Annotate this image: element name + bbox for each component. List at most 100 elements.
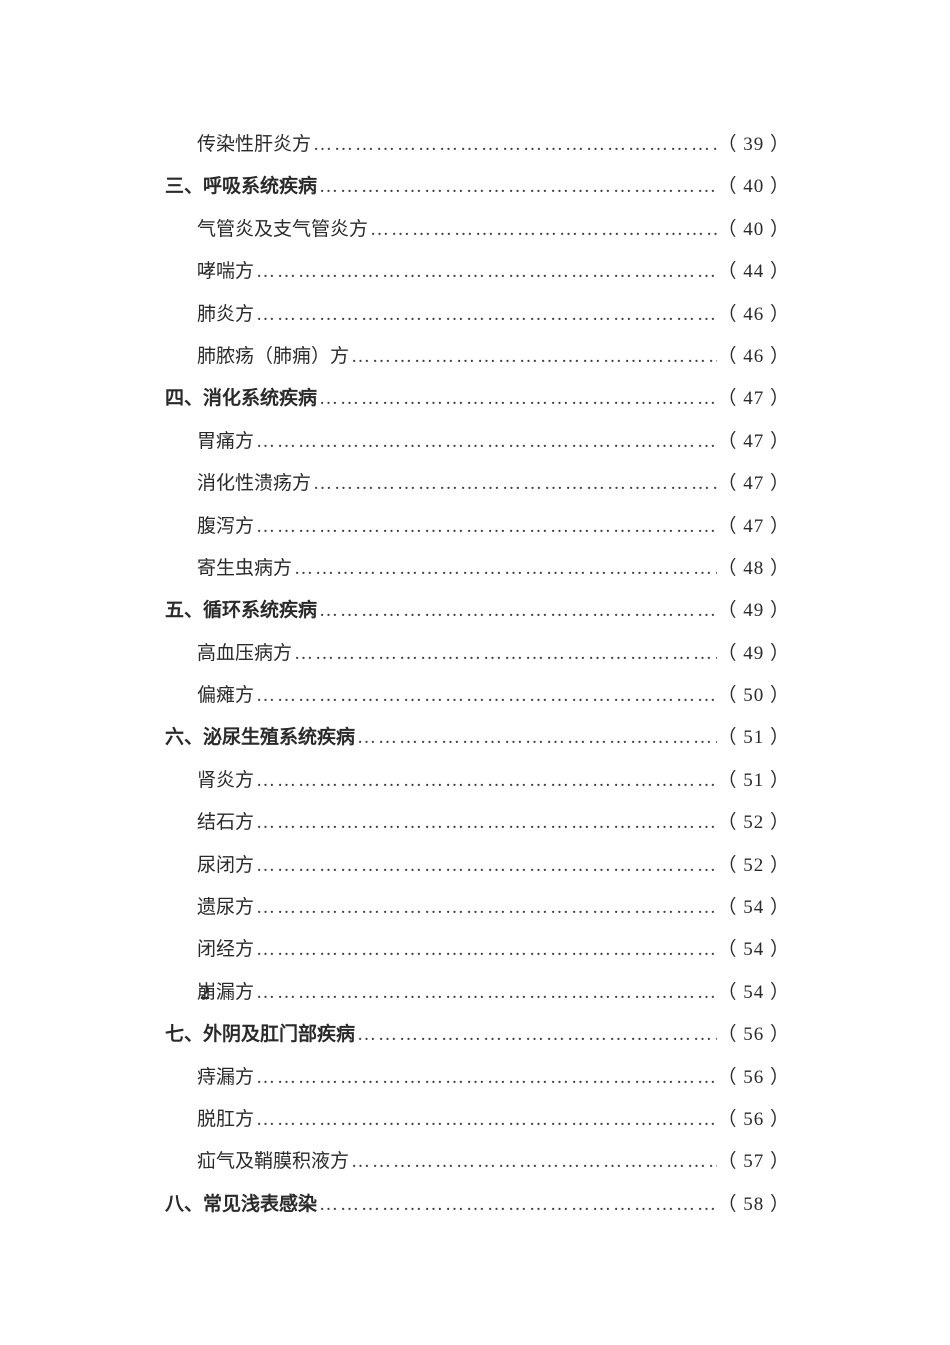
page-number: 2 [200,982,210,1005]
toc-entry: 结石方…………………………………………………………………………………………………… [165,808,790,838]
toc-entry: 遗尿方…………………………………………………………………………………………………… [165,893,790,923]
toc-entry: 肺脓疡（肺痈）方……………………………………………………………………………………… [165,342,790,372]
toc-entry: 六、泌尿生殖系统疾病………………………………………………………………………………… [165,723,790,753]
toc-dots: …………………………………………………………………………………………………………… [254,300,717,330]
toc-entry-page: （ 58 ） [717,1190,790,1220]
toc-entry-label: 疝气及鞘膜积液方 [197,1147,349,1177]
toc-entry-page: （ 56 ） [717,1020,790,1050]
toc-entry: 腹泻方…………………………………………………………………………………………………… [165,512,790,542]
toc-dots: …………………………………………………………………………………………………………… [254,1105,717,1135]
toc-entry-page: （ 49 ） [717,639,790,669]
toc-entry-page: （ 47 ） [717,469,790,499]
toc-entry: 疝气及鞘膜积液方……………………………………………………………………………………… [165,1147,790,1177]
toc-entry: 三、呼吸系统疾病……………………………………………………………………………………… [165,172,790,202]
toc-entry: 崩漏方…………………………………………………………………………………………………… [165,978,790,1008]
toc-entry: 哮喘方…………………………………………………………………………………………………… [165,257,790,287]
toc-entry: 四、消化系统疾病……………………………………………………………………………………… [165,384,790,414]
toc-entry-page: （ 47 ） [717,427,790,457]
toc-dots: …………………………………………………………………………………………………………… [355,723,717,753]
toc-entry-label: 六、泌尿生殖系统疾病 [165,723,355,753]
toc-dots: …………………………………………………………………………………………………………… [349,342,717,372]
toc-page: 传染性肝炎方…………………………………………………………………………………………… [0,0,950,1220]
toc-entry-label: 气管炎及支气管炎方 [197,215,368,245]
toc-entry-page: （ 44 ） [717,257,790,287]
toc-entry-page: （ 39 ） [717,130,790,160]
toc-entry-page: （ 47 ） [717,512,790,542]
toc-entry: 偏瘫方…………………………………………………………………………………………………… [165,681,790,711]
toc-entry-page: （ 52 ） [717,808,790,838]
toc-entry-page: （ 56 ） [717,1105,790,1135]
toc-entry-label: 痔漏方 [197,1063,254,1093]
toc-entry-label: 脱肛方 [197,1105,254,1135]
toc-entry-page: （ 47 ） [717,384,790,414]
toc-entry: 肺炎方…………………………………………………………………………………………………… [165,300,790,330]
toc-entry: 气管炎及支气管炎方…………………………………………………………………………………… [165,215,790,245]
toc-entry-page: （ 49 ） [717,596,790,626]
toc-entry-label: 肺炎方 [197,300,254,330]
toc-dots: …………………………………………………………………………………………………………… [254,893,717,923]
toc-dots: …………………………………………………………………………………………………………… [292,639,717,669]
toc-entry-page: （ 57 ） [717,1147,790,1177]
toc-dots: …………………………………………………………………………………………………………… [317,172,717,202]
toc-entry-label: 肺脓疡（肺痈）方 [197,342,349,372]
toc-dots: …………………………………………………………………………………………………………… [317,1190,717,1220]
toc-dots: …………………………………………………………………………………………………………… [368,215,717,245]
toc-dots: …………………………………………………………………………………………………………… [317,596,717,626]
toc-dots: …………………………………………………………………………………………………………… [292,554,717,584]
toc-entry-page: （ 40 ） [717,172,790,202]
toc-entry: 消化性溃疡方…………………………………………………………………………………………… [165,469,790,499]
toc-entry-page: （ 54 ） [717,978,790,1008]
toc-entry: 传染性肝炎方…………………………………………………………………………………………… [165,130,790,160]
toc-dots: …………………………………………………………………………………………………………… [317,384,717,414]
toc-entry: 痔漏方…………………………………………………………………………………………………… [165,1063,790,1093]
toc-entry-page: （ 52 ） [717,851,790,881]
toc-dots: …………………………………………………………………………………………………………… [311,469,717,499]
toc-dots: …………………………………………………………………………………………………………… [254,1063,717,1093]
toc-entry: 五、循环系统疾病……………………………………………………………………………………… [165,596,790,626]
toc-entry-label: 腹泻方 [197,512,254,542]
toc-dots: …………………………………………………………………………………………………………… [254,766,717,796]
toc-entry-page: （ 51 ） [717,766,790,796]
toc-entry: 闭经方…………………………………………………………………………………………………… [165,935,790,965]
toc-entry: 胃痛方…………………………………………………………………………………………………… [165,427,790,457]
toc-entry-label: 高血压病方 [197,639,292,669]
toc-entry: 肾炎方…………………………………………………………………………………………………… [165,766,790,796]
toc-dots: …………………………………………………………………………………………………………… [254,935,717,965]
toc-entry-label: 结石方 [197,808,254,838]
toc-entry: 尿闭方…………………………………………………………………………………………………… [165,851,790,881]
toc-dots: …………………………………………………………………………………………………………… [311,130,717,160]
toc-entry-label: 寄生虫病方 [197,554,292,584]
toc-dots: …………………………………………………………………………………………………………… [254,978,717,1008]
toc-entry-page: （ 50 ） [717,681,790,711]
toc-dots: …………………………………………………………………………………………………………… [254,808,717,838]
toc-entry-page: （ 56 ） [717,1063,790,1093]
toc-entry: 高血压病方……………………………………………………………………………………………… [165,639,790,669]
toc-entry-page: （ 48 ） [717,554,790,584]
toc-dots: …………………………………………………………………………………………………………… [355,1020,717,1050]
toc-list: 传染性肝炎方…………………………………………………………………………………………… [165,130,790,1220]
toc-entry: 八、常见浅表感染……………………………………………………………………………………… [165,1190,790,1220]
toc-entry-page: （ 54 ） [717,935,790,965]
toc-entry: 寄生虫病方……………………………………………………………………………………………… [165,554,790,584]
toc-entry-page: （ 40 ） [717,215,790,245]
toc-entry-label: 肾炎方 [197,766,254,796]
toc-entry-label: 闭经方 [197,935,254,965]
toc-entry-page: （ 54 ） [717,893,790,923]
toc-dots: …………………………………………………………………………………………………………… [254,257,717,287]
toc-entry-label: 偏瘫方 [197,681,254,711]
toc-dots: …………………………………………………………………………………………………………… [254,681,717,711]
toc-entry: 脱肛方…………………………………………………………………………………………………… [165,1105,790,1135]
toc-entry-label: 八、常见浅表感染 [165,1190,317,1220]
toc-entry-label: 尿闭方 [197,851,254,881]
toc-dots: …………………………………………………………………………………………………………… [254,427,717,457]
toc-entry-page: （ 51 ） [717,723,790,753]
toc-entry-label: 胃痛方 [197,427,254,457]
toc-dots: …………………………………………………………………………………………………………… [254,851,717,881]
toc-dots: …………………………………………………………………………………………………………… [349,1147,717,1177]
toc-entry-label: 七、外阴及肛门部疾病 [165,1020,355,1050]
toc-entry-page: （ 46 ） [717,300,790,330]
toc-dots: …………………………………………………………………………………………………………… [254,512,717,542]
toc-entry-label: 四、消化系统疾病 [165,384,317,414]
toc-entry-label: 哮喘方 [197,257,254,287]
toc-entry-label: 遗尿方 [197,893,254,923]
